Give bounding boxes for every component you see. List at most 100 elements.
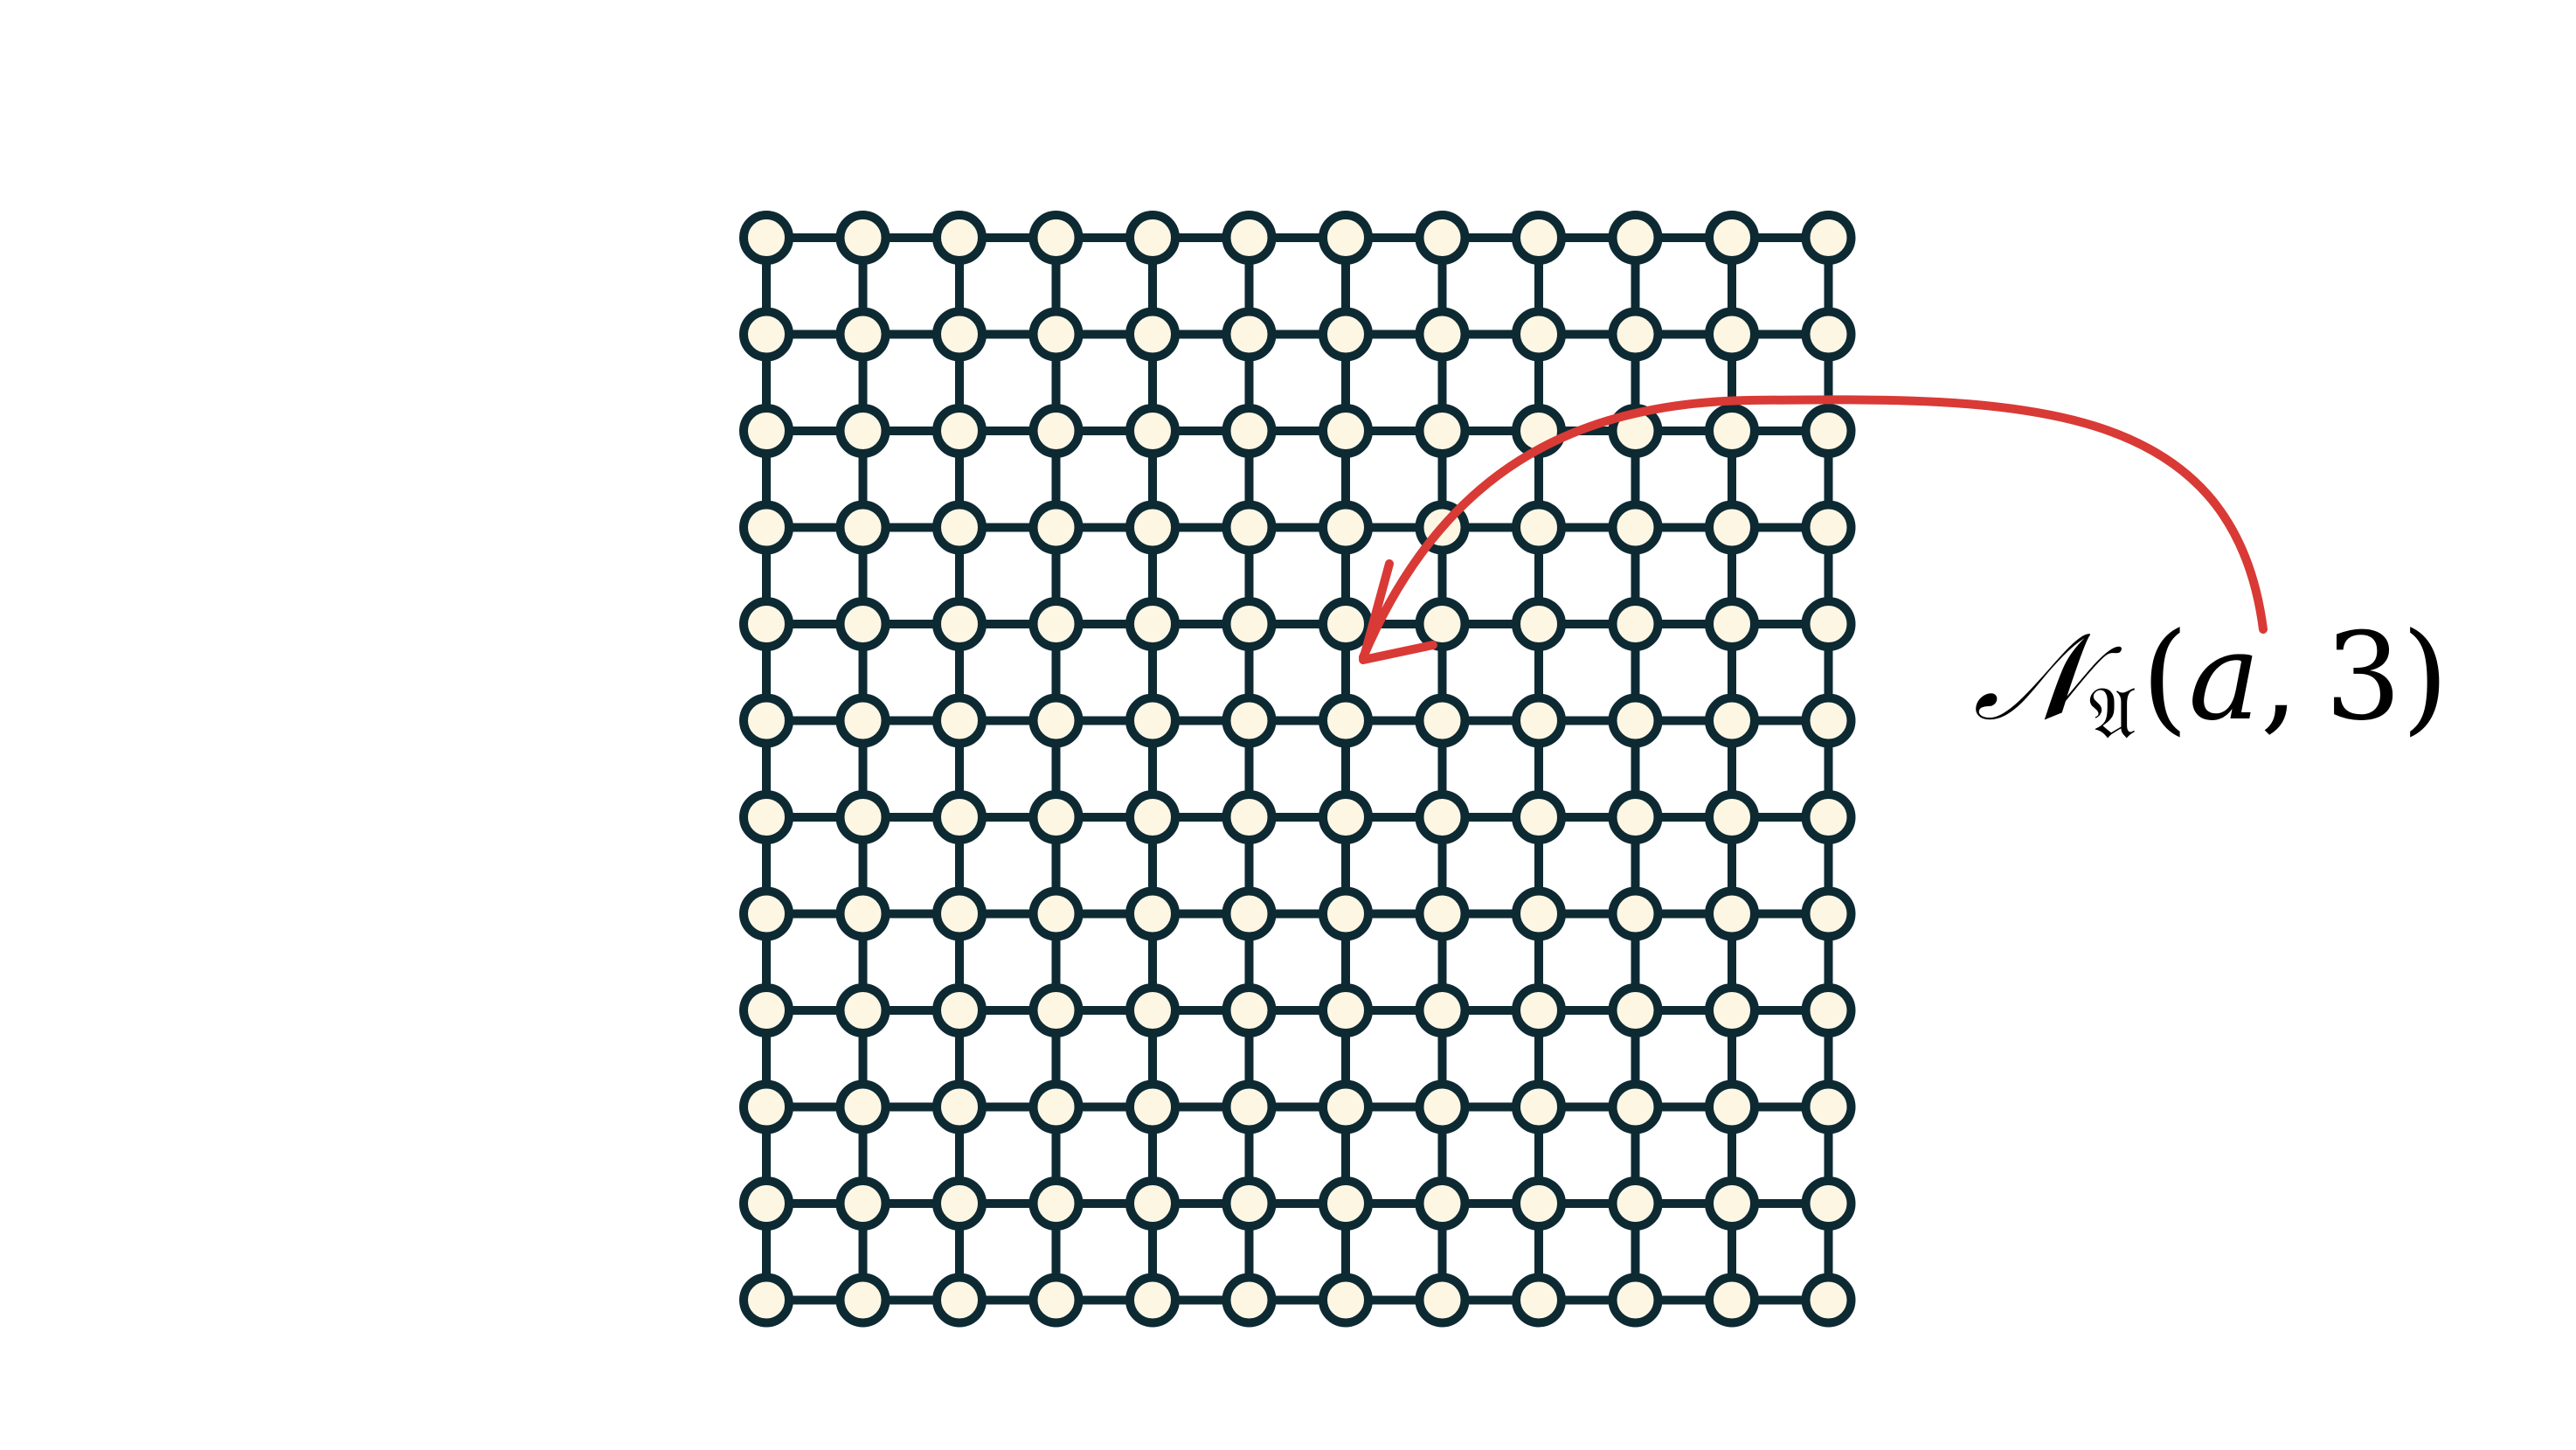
- grid-node: [739, 211, 793, 265]
- grid-node: [1705, 790, 1759, 844]
- grid-node: [1415, 404, 1470, 458]
- grid-node: [1222, 1079, 1277, 1134]
- grid-node: [1608, 597, 1663, 651]
- grid-node: [1319, 1176, 1373, 1231]
- grid-node: [1801, 500, 1856, 555]
- grid-node: [1801, 597, 1856, 651]
- grid-node: [1125, 404, 1180, 458]
- grid-node: [1512, 307, 1566, 362]
- grid-node: [835, 211, 890, 265]
- grid-node: [835, 790, 890, 844]
- close-paren: ): [2401, 607, 2448, 747]
- annotation-arrow: [1359, 395, 2268, 662]
- grid-node: [739, 693, 793, 748]
- grid-node: [1801, 886, 1856, 941]
- grid-node: [835, 1176, 890, 1231]
- grid-node: [1512, 597, 1566, 651]
- grid-node: [1512, 1079, 1566, 1134]
- grid-node: [1125, 983, 1180, 1037]
- grid-node: [1125, 597, 1180, 651]
- grid-node: [739, 500, 793, 555]
- grid-node: [932, 307, 987, 362]
- grid-node: [1222, 693, 1277, 748]
- grid-node: [1705, 500, 1759, 555]
- grid-node: [1028, 211, 1084, 265]
- grid-node: [1125, 500, 1180, 555]
- grid-node: [1125, 886, 1180, 941]
- grid-node: [1705, 597, 1759, 651]
- grid-node: [1415, 1273, 1470, 1328]
- grid-node: [1512, 1176, 1566, 1231]
- grid-node: [1319, 307, 1373, 362]
- arrow-head: [1359, 559, 1437, 664]
- grid-node: [835, 404, 890, 458]
- grid-node: [739, 307, 793, 362]
- grid-node: [1608, 983, 1663, 1037]
- grid-node: [932, 500, 987, 555]
- grid-node: [932, 790, 987, 844]
- grid-node: [1028, 1273, 1084, 1328]
- grid-node: [932, 1176, 987, 1231]
- grid-node: [1705, 1079, 1759, 1134]
- grid-node: [1608, 886, 1663, 941]
- grid-node: [835, 1273, 890, 1328]
- grid-node: [835, 597, 890, 651]
- argument-comma: ,: [2261, 607, 2299, 747]
- grid-node: [1415, 790, 1470, 844]
- grid-node: [932, 211, 987, 265]
- grid-node: [1705, 693, 1759, 748]
- grid-node: [1222, 500, 1277, 555]
- grid-node: [1705, 983, 1759, 1037]
- grid-node: [1512, 500, 1566, 555]
- grid-node: [739, 1273, 793, 1328]
- grid-node: [1512, 790, 1566, 844]
- grid-node: [1608, 211, 1663, 265]
- grid-node: [1415, 1079, 1470, 1134]
- grid-node: [1222, 404, 1277, 458]
- grid-node: [932, 983, 987, 1037]
- grid-node: [1415, 597, 1470, 651]
- grid-node: [1028, 404, 1084, 458]
- grid-node: [1801, 404, 1856, 458]
- grid-node: [1028, 597, 1084, 651]
- argument-radius: 3: [2325, 607, 2402, 747]
- argument-variable: a: [2188, 607, 2260, 747]
- grid-node: [1028, 693, 1084, 748]
- grid-node: [1415, 886, 1470, 941]
- grid-node: [739, 1079, 793, 1134]
- grid-node: [932, 693, 987, 748]
- grid-edges: [762, 233, 1833, 1305]
- grid-node: [739, 790, 793, 844]
- grid-node: [835, 886, 890, 941]
- grid-node: [1608, 1079, 1663, 1134]
- grid-node: [1705, 404, 1759, 458]
- grid-node: [1125, 693, 1180, 748]
- grid-node: [1125, 790, 1180, 844]
- grid-node: [1028, 886, 1084, 941]
- grid-node: [932, 597, 987, 651]
- grid-nodes: [739, 211, 1856, 1328]
- open-paren: (: [2142, 607, 2189, 747]
- grid-node: [1028, 1079, 1084, 1134]
- grid-node: [1222, 597, 1277, 651]
- grid-node: [739, 404, 793, 458]
- grid-node: [1222, 1273, 1277, 1328]
- grid-node: [1801, 1176, 1856, 1231]
- grid-node: [1125, 1273, 1180, 1328]
- grid-node: [1222, 983, 1277, 1037]
- grid-node: [1319, 1273, 1373, 1328]
- grid-node: [1319, 597, 1373, 651]
- grid-node: [1705, 1176, 1759, 1231]
- grid-node: [1705, 307, 1759, 362]
- grid-node: [1512, 211, 1566, 265]
- grid-node: [1512, 1273, 1566, 1328]
- grid-node: [1608, 1273, 1663, 1328]
- grid-node: [1319, 211, 1373, 265]
- highlighted-node-a: [1319, 693, 1373, 748]
- grid-node: [1319, 983, 1373, 1037]
- grid-node: [1801, 307, 1856, 362]
- grid-node: [1222, 790, 1277, 844]
- grid-node: [1222, 211, 1277, 265]
- grid-node: [932, 1273, 987, 1328]
- grid-node: [1415, 983, 1470, 1037]
